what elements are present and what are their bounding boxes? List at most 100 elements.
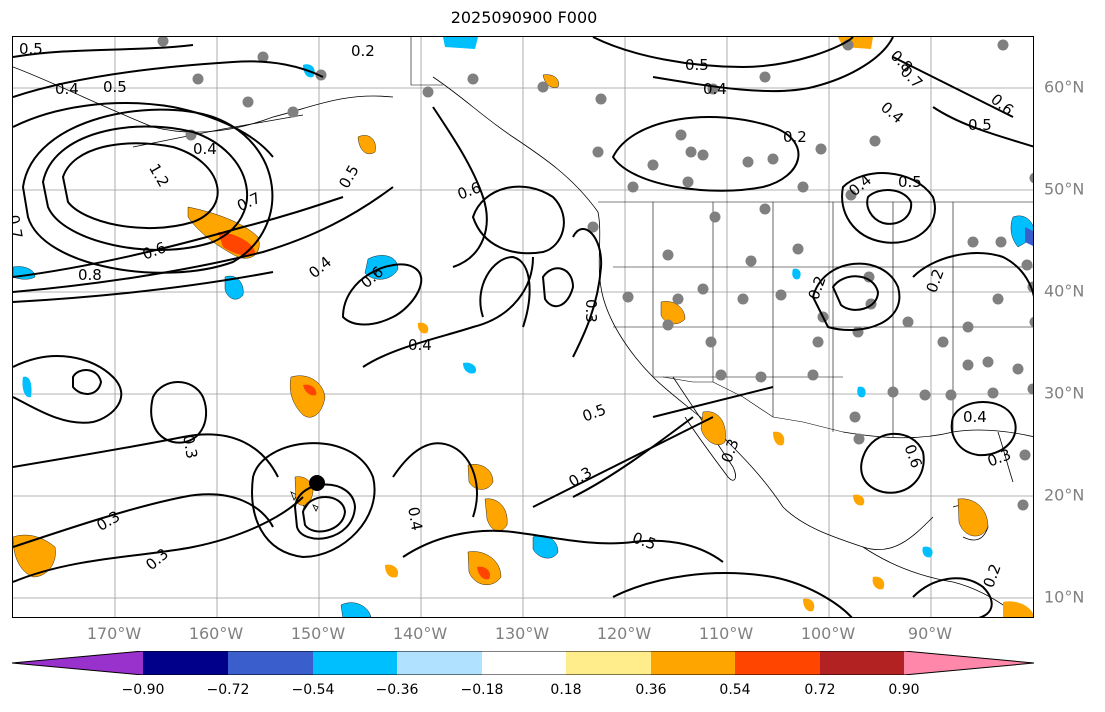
station-dot: [587, 221, 599, 233]
latitude-label: 60°N: [1044, 77, 1085, 97]
station-dot: [1021, 259, 1033, 271]
station-dot: [1019, 449, 1031, 461]
contour-label: 0.5: [898, 173, 922, 191]
station-dot: [682, 176, 694, 188]
colorbar-tick: −0.54: [291, 682, 335, 698]
colorbar-tick: 0.54: [719, 682, 751, 698]
station-dot: [192, 73, 204, 85]
station-dot: [962, 359, 974, 371]
contour-label: 0.2: [783, 128, 807, 146]
station-dot: [992, 293, 1004, 305]
longitude-label: 160°W: [188, 624, 244, 643]
station-dot: [675, 129, 687, 141]
colorbar-tick: 0.36: [635, 682, 667, 698]
contour-label: 0.5: [103, 78, 127, 96]
latitude-label: 20°N: [1044, 485, 1085, 505]
longitude-label: 130°W: [494, 624, 550, 643]
station-dot: [672, 293, 684, 305]
station-dot: [807, 369, 819, 381]
station-dot: [1017, 499, 1029, 511]
station-dot: [759, 203, 771, 215]
latitude-label: 50°N: [1044, 179, 1085, 199]
contour-lines: [13, 37, 1033, 617]
coastlines: [13, 66, 1033, 613]
station-dot: [622, 291, 634, 303]
latitude-label: 10°N: [1044, 587, 1085, 607]
graticule: [13, 37, 1033, 617]
contour-label: 0.5: [968, 116, 992, 134]
contour-label: 0.3: [94, 507, 124, 535]
contour-label: 0.3: [582, 299, 600, 323]
colorbar-segment: [651, 651, 735, 675]
station-dot: [995, 236, 1007, 248]
station-dot: [287, 106, 299, 118]
station-dot: [685, 146, 697, 158]
station-dot: [982, 356, 994, 368]
station-dot: [715, 369, 727, 381]
station-dot: [945, 389, 957, 401]
station-dot: [987, 387, 999, 399]
contour-label: 0.2: [805, 274, 830, 303]
colorbar-tick: −0.36: [375, 682, 419, 698]
contour-label: 0.4: [404, 505, 426, 532]
contour-label: 0.7: [234, 189, 263, 215]
contour-label: 0.5: [630, 529, 659, 554]
station-dot: [705, 336, 717, 348]
contour-label: 1.2: [145, 161, 173, 191]
station-dot: [1029, 316, 1033, 328]
colorbar-segment: [820, 651, 904, 675]
station-dot: [467, 73, 479, 85]
station-dot: [697, 149, 709, 161]
station-dot: [887, 386, 899, 398]
station-dot: [967, 236, 979, 248]
colorbar-tick: 0.90: [888, 682, 920, 698]
contour-label: 0.5: [335, 162, 363, 192]
positive-anomaly-shading: [13, 37, 1033, 617]
station-dot: [1027, 383, 1033, 395]
colorbar-segment: [566, 651, 651, 675]
station-dot: [595, 93, 607, 105]
station-dot: [1029, 172, 1033, 184]
station-dot: [792, 243, 804, 255]
colorbar-tick: 0.18: [550, 682, 582, 698]
station-dot: [797, 181, 809, 193]
longitude-label: 110°W: [698, 624, 754, 643]
colorbar-tick: −0.90: [121, 682, 165, 698]
longitude-label: 170°W: [86, 624, 142, 643]
station-dot: [257, 51, 269, 63]
latitude-label: 40°N: [1044, 281, 1085, 301]
colorbar-segment: [904, 651, 1034, 675]
station-dot: [755, 371, 767, 383]
longitude-label: 90°W: [907, 624, 953, 643]
station-dot: [709, 211, 721, 223]
colorbar-segment: [397, 651, 482, 675]
contour-label: 0.4: [963, 408, 987, 426]
station-dot: [845, 189, 857, 201]
contour-label: 0.5: [685, 56, 709, 74]
station-dot: [662, 319, 674, 331]
contour-labels: 0.5 0.20.4 0.5 0.40.5 0.80.70.4 0.60.50.20.41…: [13, 40, 1017, 590]
contour-label: 0.2: [980, 562, 1005, 591]
contour-label: 0.4: [408, 336, 432, 354]
station-dot: [852, 326, 864, 338]
contour-label: 0.3: [142, 545, 172, 574]
contour-label: 0.6: [987, 90, 1017, 119]
contour-label: 0.5: [19, 40, 43, 58]
contour-label: 0.3: [985, 445, 1014, 470]
station-dot: [662, 249, 674, 261]
station-dot: [902, 316, 914, 328]
colorbar-segment: [735, 651, 820, 675]
contour-label: 0.2: [351, 42, 375, 60]
political-borders: [410, 37, 1033, 437]
station-dot: [767, 153, 779, 165]
station-dot: [742, 156, 754, 168]
contour-label: 0.6: [140, 238, 169, 263]
contour-label: 0.4: [55, 80, 79, 98]
station-dot: [745, 255, 757, 267]
colorbar-segment: [143, 651, 228, 675]
map-panel: 0.5 0.2 0.4 0.5 0.4 0.5 0.8 0.7 0.4 0.6 0.5 0.2 0.4 1…: [12, 36, 1034, 618]
station-dot: [157, 37, 169, 47]
contour-label: 0.4: [877, 98, 907, 127]
longitude-label: 140°W: [392, 624, 448, 643]
colorbar-segment: [12, 651, 143, 675]
